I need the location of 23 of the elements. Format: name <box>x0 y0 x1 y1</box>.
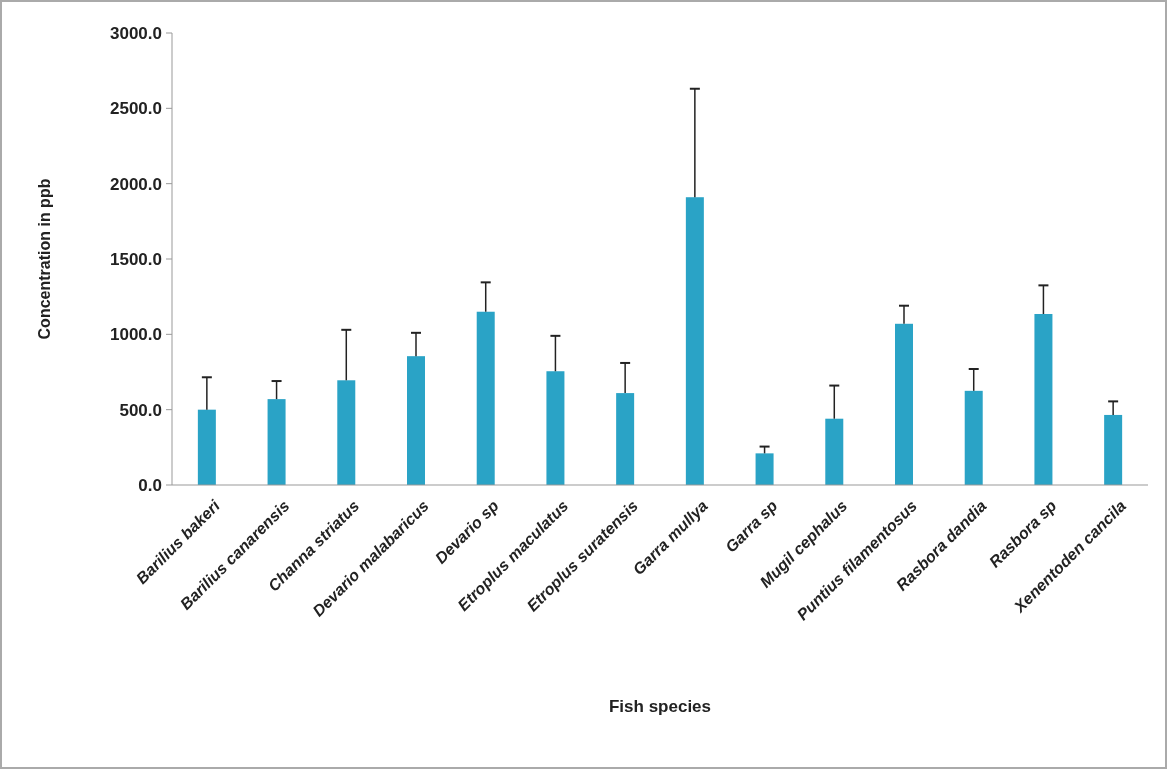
bar <box>407 356 425 485</box>
bar <box>755 453 774 485</box>
y-tick-label: 1000.0 <box>110 325 162 345</box>
y-tick-label: 0.0 <box>138 475 162 495</box>
bar <box>546 371 565 485</box>
bar <box>964 390 983 485</box>
bar <box>1104 414 1123 485</box>
bar <box>337 380 356 485</box>
bar <box>616 393 635 485</box>
bar <box>685 197 704 485</box>
y-tick-label: 500.0 <box>119 400 162 420</box>
y-tick-label: 2500.0 <box>110 99 162 119</box>
y-axis-title: Concentration in ppb <box>36 178 53 340</box>
y-tick-label: 2000.0 <box>110 174 162 194</box>
y-tick-label: 3000.0 <box>110 23 162 43</box>
bar <box>895 323 913 485</box>
x-axis-title: Fish species <box>608 697 712 716</box>
y-tick-label: 1500.0 <box>110 249 162 269</box>
bar <box>825 418 844 485</box>
bar <box>1034 313 1053 485</box>
bar <box>197 409 216 485</box>
bar <box>267 399 286 485</box>
bar <box>476 311 495 485</box>
